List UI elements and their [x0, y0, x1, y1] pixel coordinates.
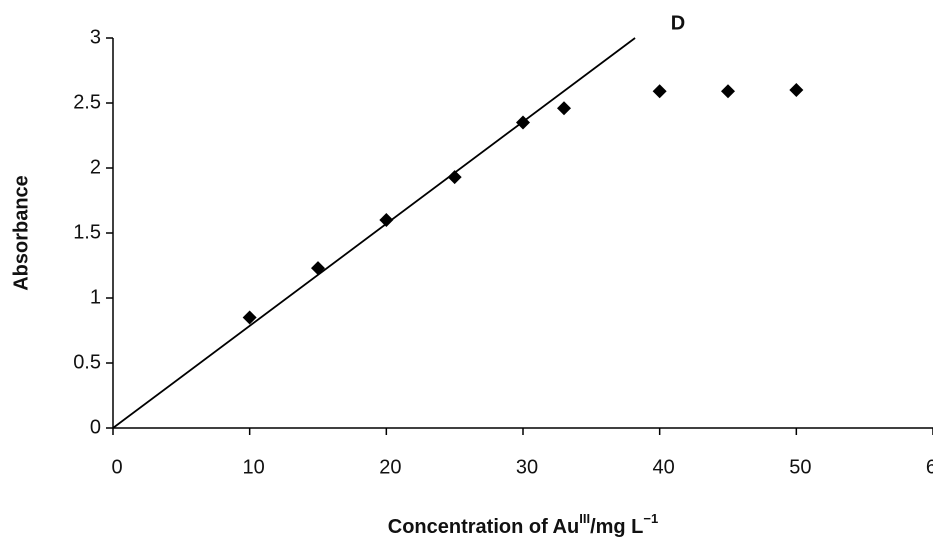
data-point: [447, 170, 462, 185]
fit-line: [112, 37, 636, 429]
y-tick-label: 1.5: [73, 221, 101, 243]
x-tick-label: 50: [789, 456, 811, 478]
y-axis-label: Absorbance: [10, 175, 32, 291]
data-point: [557, 101, 571, 116]
x-tick-label: 0: [111, 456, 122, 478]
x-axis-label-part: /mg L: [590, 516, 643, 538]
y-tick-label: 1: [90, 286, 101, 308]
y-tick-label: 0.5: [73, 351, 101, 373]
x-axis-label-part: Concentration of Au: [388, 516, 579, 538]
data-point: [379, 213, 394, 227]
data-point: [721, 84, 735, 99]
x-axis-label: Concentration of AuIII/mg L−1: [388, 511, 658, 538]
x-tick-label: 30: [516, 456, 538, 478]
x-axis-label-sup: III: [579, 511, 590, 526]
data-point: [652, 84, 667, 99]
data-point: [242, 310, 257, 325]
data-point: [311, 261, 325, 276]
data-point: [789, 83, 804, 97]
y-tick-label: 2.5: [73, 91, 101, 113]
x-tick-label: 10: [243, 456, 265, 478]
x-tick-label: 60: [926, 456, 933, 478]
y-tick-label: 0: [90, 416, 101, 438]
x-tick-label: 20: [379, 456, 401, 478]
y-tick-label: 3: [90, 26, 101, 48]
x-tick-label: 40: [653, 456, 675, 478]
x-axis-label-sup: −1: [643, 511, 658, 526]
y-tick-label: 2: [90, 156, 101, 178]
annotation: D: [671, 12, 685, 34]
